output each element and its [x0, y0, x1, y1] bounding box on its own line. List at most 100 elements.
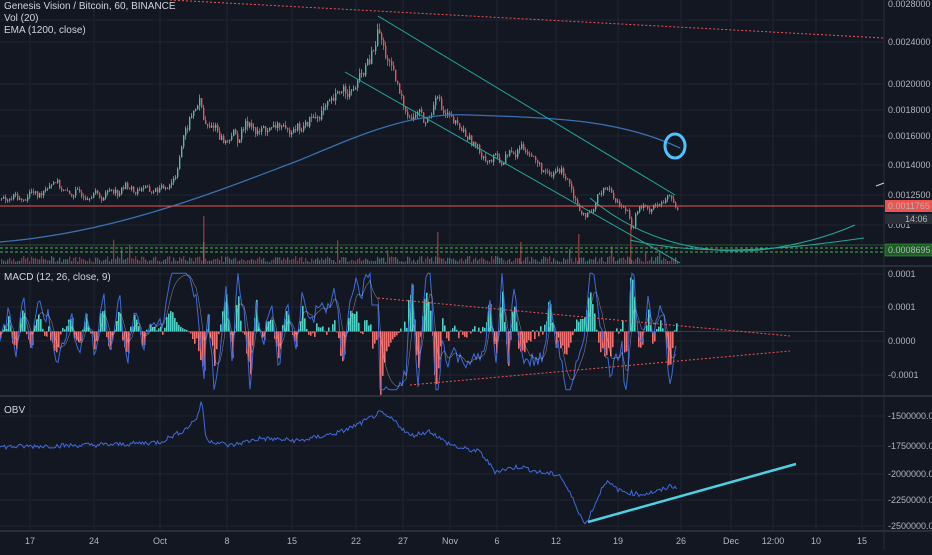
volume-bar	[329, 258, 330, 264]
candle-body	[183, 135, 184, 146]
candle-body	[611, 189, 612, 193]
candle-body	[135, 192, 136, 194]
volume-bar	[559, 262, 560, 264]
volume-bar	[365, 258, 366, 264]
volume-bar	[375, 261, 376, 264]
macd-histogram-bar	[466, 332, 468, 338]
candle-body	[253, 127, 254, 128]
macd-histogram-bar	[446, 332, 448, 339]
volume-bar	[665, 259, 666, 264]
volume-bar	[273, 259, 274, 264]
candle-body	[177, 169, 178, 177]
macd-tick-label: 0.0000	[888, 336, 916, 346]
macd-histogram-bar	[444, 326, 446, 332]
candle-body	[221, 136, 222, 140]
volume-bar	[467, 256, 468, 264]
volume-bar	[531, 257, 532, 264]
volume-bar	[461, 258, 462, 264]
candle-body	[409, 117, 410, 118]
macd-histogram-bar	[536, 331, 538, 332]
macd-histogram-bar	[184, 329, 186, 331]
candle-body	[265, 127, 266, 133]
volume-bar	[251, 259, 252, 264]
volume-bar	[351, 260, 352, 264]
candle-body	[349, 91, 350, 97]
volume-bar	[525, 258, 526, 264]
volume-bar	[405, 261, 406, 264]
candle-body	[503, 163, 504, 165]
candle-body	[27, 197, 28, 201]
macd-histogram-bar	[188, 332, 190, 333]
volume-bar	[635, 259, 636, 264]
volume-bar	[185, 260, 186, 264]
date-tick-label: Dec	[723, 536, 740, 546]
volume-bar	[647, 261, 648, 264]
candle-body	[93, 193, 94, 197]
candle-body	[189, 118, 190, 130]
candle-body	[275, 125, 276, 128]
macd-histogram-bar	[172, 312, 174, 331]
volume-bar	[553, 258, 554, 264]
candle-body	[555, 171, 556, 173]
volume-bar	[539, 262, 540, 264]
volume-bar	[578, 234, 580, 264]
volume-bar	[627, 257, 628, 264]
candle-body	[447, 113, 448, 115]
candle-body	[273, 125, 274, 127]
volume-bar	[55, 262, 56, 264]
macd-histogram-bar	[528, 332, 530, 341]
macd-histogram-bar	[170, 311, 172, 331]
candle-body	[639, 206, 640, 212]
candle-body	[173, 178, 174, 182]
candle-body	[197, 106, 198, 109]
volume-bar	[625, 260, 626, 264]
candle-body	[279, 123, 280, 127]
macd-histogram-bar	[238, 296, 240, 331]
candle-body	[7, 200, 8, 201]
macd-histogram-bar	[674, 330, 676, 331]
candle-body	[99, 193, 100, 197]
volume-bar	[653, 261, 654, 264]
macd-histogram-bar	[362, 332, 364, 335]
volume-bar	[171, 261, 172, 264]
macd-histogram-bar	[570, 332, 572, 343]
volume-bar	[63, 259, 64, 264]
volume-bar	[361, 261, 362, 264]
candle-body	[63, 190, 64, 191]
volume-bar	[373, 261, 374, 264]
candle-body	[71, 194, 72, 197]
candle-body	[351, 90, 352, 91]
candle-body	[467, 137, 468, 140]
price-legend: Genesis Vision / Bitcoin, 60, BINANCE Vo…	[4, 1, 176, 37]
candle-body	[477, 145, 478, 146]
candle-body	[615, 198, 616, 202]
volume-bar	[411, 261, 412, 264]
macd-histogram-bar	[386, 332, 388, 352]
volume-bar	[325, 259, 326, 264]
candle-body	[383, 40, 384, 46]
candle-body	[187, 128, 188, 129]
candle-body	[505, 154, 506, 163]
candle-body	[287, 128, 288, 129]
macd-histogram-bar	[166, 317, 168, 331]
candle-body	[347, 94, 348, 97]
volume-bar	[509, 259, 510, 264]
volume-bar	[581, 258, 582, 264]
candle-body	[103, 198, 104, 201]
macd-histogram-bar	[312, 332, 314, 334]
candle-body	[537, 160, 538, 163]
macd-histogram-bar	[442, 318, 444, 331]
volume-bar	[91, 261, 92, 264]
volume-bar	[613, 257, 614, 264]
volume-bar	[7, 260, 8, 264]
candle-body	[235, 130, 236, 135]
volume-bar	[105, 259, 106, 264]
volume-bar	[219, 260, 220, 264]
obv-label: OBV	[4, 405, 25, 417]
volume-bar	[255, 260, 256, 264]
volume-bar	[427, 256, 428, 264]
candle-body	[195, 109, 196, 111]
date-tick-label: 8	[224, 536, 229, 546]
